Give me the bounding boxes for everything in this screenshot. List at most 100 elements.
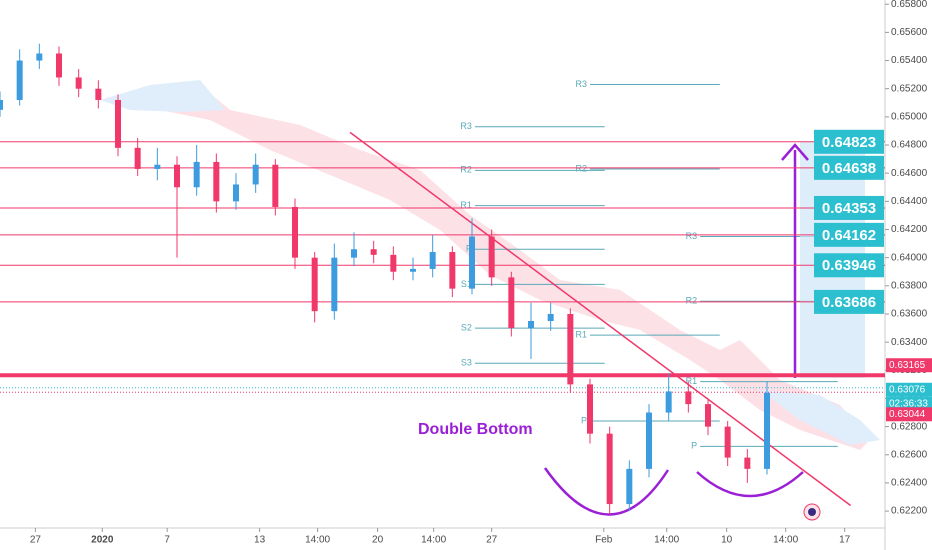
candle-body: [390, 254, 397, 272]
cloud-red: [120, 85, 870, 450]
candle-body: [685, 391, 692, 405]
event-icon-dot: [808, 508, 816, 516]
pivot-label: P: [691, 441, 697, 451]
candle-body: [665, 391, 672, 413]
candle-body: [587, 384, 593, 434]
x-tick-label: 7: [164, 535, 170, 546]
y-tick-label: 0.64000: [891, 252, 928, 263]
trendline: [349, 131, 852, 507]
candle-body: [75, 77, 82, 89]
cloud-blue: [100, 80, 225, 112]
cloud-blue: [760, 390, 880, 445]
y-tick-label: 0.65000: [891, 112, 928, 123]
candle-body: [764, 392, 770, 469]
candle-body: [154, 164, 161, 169]
x-tick-label: 14:00: [654, 535, 679, 546]
candle-body: [488, 236, 495, 278]
resistance-badge-label: 0.63165: [889, 360, 926, 371]
y-tick-label: 0.62200: [891, 506, 928, 517]
candle-body: [134, 147, 141, 169]
pivot-label: P: [466, 244, 472, 254]
level-box-label: 0.64162: [822, 227, 876, 244]
x-tick-label: 14:00: [773, 535, 798, 546]
candle-body: [646, 412, 652, 469]
pivot-label: R1: [460, 200, 472, 210]
y-tick-label: 0.62800: [891, 421, 928, 432]
pivot-label: R3: [460, 121, 472, 131]
candle-body: [724, 426, 731, 458]
candle-body: [213, 161, 220, 202]
level-box: [814, 253, 884, 278]
candle-body: [115, 99, 121, 148]
pivot-label: R3: [575, 79, 587, 89]
y-tick-label: 0.62600: [891, 449, 928, 460]
level-box-label: 0.64823: [822, 134, 876, 151]
pivot-label: R2: [460, 165, 472, 175]
candle-body: [331, 257, 338, 312]
pivot-label: R2: [686, 296, 698, 306]
pivot-label: S3: [461, 358, 472, 368]
candle-body: [311, 257, 318, 312]
arrow-head: [781, 143, 809, 161]
candle-body: [744, 457, 751, 469]
pivot-label: R1: [686, 376, 698, 386]
countdown-badge: [886, 396, 932, 411]
level-box: [814, 222, 884, 247]
y-tick-label: 0.64600: [891, 168, 928, 179]
x-tick-label: 27: [486, 535, 498, 546]
candle-body: [95, 88, 102, 100]
candle-body: [626, 468, 633, 505]
y-tick-label: 0.65800: [891, 0, 928, 10]
level-box-label: 0.63946: [822, 257, 876, 274]
level-box: [814, 155, 884, 180]
candle-body: [410, 268, 416, 272]
pivot-label: R3: [686, 231, 698, 241]
last-price-badge-label: 0.63076: [889, 384, 926, 395]
candle-body: [272, 164, 279, 207]
pivot-label: P: [581, 415, 587, 425]
x-tick-label: Feb: [595, 535, 613, 546]
last-price-badge: [886, 382, 932, 397]
candle-body: [174, 164, 180, 188]
support-badge: [886, 407, 932, 422]
x-tick-label: 14:00: [421, 535, 446, 546]
candle-body: [193, 161, 200, 188]
level-box-label: 0.63686: [822, 294, 876, 311]
level-box-label: 0.64353: [822, 200, 876, 217]
pivot-label: R2: [575, 163, 587, 173]
level-box-label: 0.64638: [822, 160, 876, 177]
y-tick-label: 0.65200: [891, 83, 928, 94]
y-tick-label: 0.63600: [891, 309, 928, 320]
x-tick-label: 13: [254, 535, 266, 546]
bottom-arc: [696, 471, 804, 498]
y-tick-label: 0.64400: [891, 196, 928, 207]
x-tick-label: 2020: [91, 535, 114, 546]
resistance-badge: [886, 358, 932, 373]
x-tick-label: 14:00: [305, 535, 330, 546]
y-tick-label: 0.64200: [891, 224, 928, 235]
x-tick-label: 27: [30, 535, 42, 546]
candle-body: [547, 313, 554, 322]
pivot-label: S2: [461, 322, 472, 332]
level-box: [814, 195, 884, 220]
candle-body: [16, 60, 23, 100]
y-tick-label: 0.64800: [891, 140, 928, 151]
y-tick-label: 0.62400: [891, 478, 928, 489]
countdown-badge-label: 02:36:33: [889, 398, 928, 409]
y-tick-label: 0.65600: [891, 27, 928, 38]
candle-body: [567, 313, 574, 385]
pivot-label: R1: [575, 329, 587, 339]
candle-body: [351, 249, 357, 258]
candle-body: [508, 277, 515, 329]
candle-body: [449, 252, 456, 289]
support-badge-label: 0.63044: [889, 409, 926, 420]
candle-body: [36, 53, 43, 61]
candle-body: [705, 404, 711, 427]
ichimoku-cloud: [100, 80, 880, 450]
candle-body: [0, 99, 3, 110]
pivot-label: S1: [461, 279, 472, 289]
candle-body: [469, 236, 475, 289]
y-tick-label: 0.65400: [891, 55, 928, 66]
candle-body: [370, 249, 377, 255]
